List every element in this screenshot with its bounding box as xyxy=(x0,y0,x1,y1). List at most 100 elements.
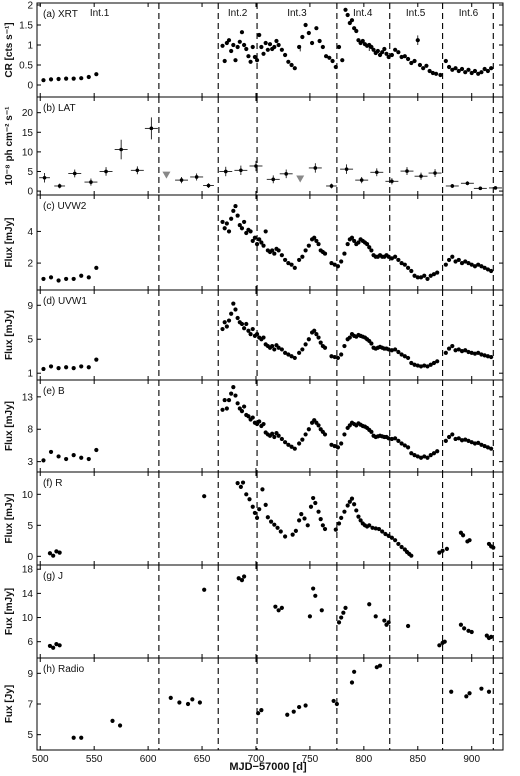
data-point xyxy=(396,541,401,547)
panel-7: 5 7 9 Fux [Jy] (h) Radio xyxy=(4,657,504,751)
data-point xyxy=(252,54,257,60)
data-point xyxy=(300,437,305,442)
data-point xyxy=(41,366,46,372)
y-tick-label: 5 xyxy=(27,521,33,532)
data-point xyxy=(239,577,245,583)
data-point xyxy=(242,42,247,48)
data-point xyxy=(254,241,260,247)
data-point xyxy=(244,492,249,497)
data-point xyxy=(220,407,225,412)
y-tick-label: 10 xyxy=(22,613,34,624)
data-point xyxy=(119,147,123,152)
data-point xyxy=(256,711,261,716)
data-point xyxy=(290,532,295,537)
data-point xyxy=(64,76,69,81)
data-point xyxy=(463,70,468,75)
panel-label: (b) LAT xyxy=(43,103,76,114)
data-point xyxy=(311,495,316,501)
data-point xyxy=(57,550,62,555)
data-point xyxy=(302,516,307,521)
data-point xyxy=(399,260,404,266)
data-point xyxy=(405,265,411,270)
panel-label: (f) R xyxy=(43,478,62,489)
data-point xyxy=(237,39,242,44)
data-point xyxy=(222,320,227,325)
data-point xyxy=(405,623,411,629)
data-point xyxy=(334,701,339,707)
data-point xyxy=(360,38,365,44)
data-point xyxy=(237,222,242,228)
x-tick-label: 700 xyxy=(248,754,265,765)
data-point xyxy=(226,397,232,403)
data-point xyxy=(233,58,238,63)
data-point xyxy=(472,441,478,446)
data-point xyxy=(384,51,389,56)
panel-frame xyxy=(36,657,504,751)
data-point xyxy=(433,171,437,175)
interval-label: Int.5 xyxy=(406,8,426,19)
data-point xyxy=(185,701,191,707)
y-tick-label: 10 xyxy=(22,490,34,501)
y-tick-label: 20 xyxy=(22,108,34,119)
data-point xyxy=(57,184,62,188)
data-point xyxy=(489,354,494,360)
data-point xyxy=(421,66,426,71)
data-point xyxy=(409,553,414,558)
data-point xyxy=(314,238,319,244)
data-point xyxy=(261,243,266,248)
data-point xyxy=(405,355,411,361)
data-point xyxy=(444,546,450,551)
data-point xyxy=(308,504,314,509)
data-point xyxy=(412,273,417,278)
data-point xyxy=(389,348,394,353)
data-point xyxy=(233,307,238,312)
data-point xyxy=(469,350,474,355)
data-point xyxy=(305,523,310,528)
data-point xyxy=(339,259,344,264)
data-point xyxy=(482,66,487,72)
x-tick-label: 600 xyxy=(140,754,157,765)
y-axis-label: Flux [mJy] xyxy=(4,217,15,267)
data-point xyxy=(415,363,420,368)
y-axis-label: CR [cts s⁻¹] xyxy=(4,22,15,77)
y-tick-label: 5 xyxy=(27,730,33,741)
data-point xyxy=(224,221,229,226)
data-point xyxy=(250,415,255,420)
data-point xyxy=(233,393,238,398)
data-point xyxy=(220,219,225,225)
data-point xyxy=(261,421,266,427)
data-point xyxy=(94,265,99,270)
data-point xyxy=(393,538,398,543)
data-point xyxy=(329,184,334,188)
data-point xyxy=(339,515,344,520)
data-point xyxy=(238,484,243,489)
data-point xyxy=(242,574,247,579)
data-point xyxy=(382,618,387,623)
data-point xyxy=(72,171,77,176)
data-point xyxy=(456,257,461,263)
data-point xyxy=(246,414,251,419)
data-point xyxy=(459,438,465,443)
data-point xyxy=(466,628,471,633)
data-point xyxy=(435,359,440,364)
data-point xyxy=(327,55,332,60)
data-point xyxy=(380,529,385,534)
data-point xyxy=(369,248,374,253)
data-point xyxy=(89,180,93,184)
y-tick-label: 1 xyxy=(27,41,33,52)
data-point xyxy=(386,436,391,441)
data-point xyxy=(86,275,91,280)
y-tick-label: 0 xyxy=(27,81,33,92)
data-point xyxy=(430,70,435,76)
data-point xyxy=(283,350,288,355)
data-point xyxy=(479,686,484,691)
panel-frame xyxy=(36,379,504,473)
upper-limit-marker xyxy=(162,171,171,179)
data-point xyxy=(314,332,319,337)
data-point xyxy=(314,26,319,31)
data-point xyxy=(422,273,427,278)
data-point xyxy=(369,341,374,346)
data-point xyxy=(244,46,249,52)
data-point xyxy=(56,76,61,82)
